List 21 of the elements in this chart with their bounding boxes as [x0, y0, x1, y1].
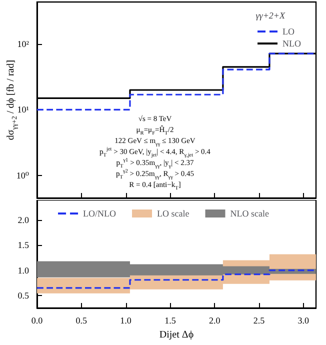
legend-label: LO — [282, 26, 295, 36]
x-tick-label: 0.0 — [31, 316, 44, 326]
y-tick-label: 10² — [17, 39, 30, 50]
x-tick-label: 0.5 — [76, 316, 88, 326]
legend-label: NLO — [282, 38, 302, 48]
y-tick-label: 10⁰ — [16, 170, 30, 180]
x-axis-title: Dijet Δϕ — [159, 330, 194, 340]
y-tick-label: 10¹ — [17, 104, 30, 115]
x-tick-label: 1.0 — [120, 316, 132, 326]
y-tick-label: 2.0 — [18, 215, 30, 226]
x-tick-label: 2.0 — [208, 316, 221, 326]
x-tick-label: 1.5 — [164, 316, 176, 326]
x-tick-label: 3.0 — [298, 316, 310, 326]
x-tick-label: 2.5 — [253, 316, 266, 326]
legend-label: LO/NLO — [83, 208, 117, 218]
y-tick-label: 1.0 — [18, 265, 30, 276]
y-tick-label: 1.5 — [18, 240, 30, 250]
y-tick-label: 0.5 — [18, 290, 30, 300]
legend-label: LO scale — [157, 208, 190, 218]
legend-label: NLO scale — [230, 208, 269, 218]
legend-title: γγ+2+X — [256, 10, 286, 20]
